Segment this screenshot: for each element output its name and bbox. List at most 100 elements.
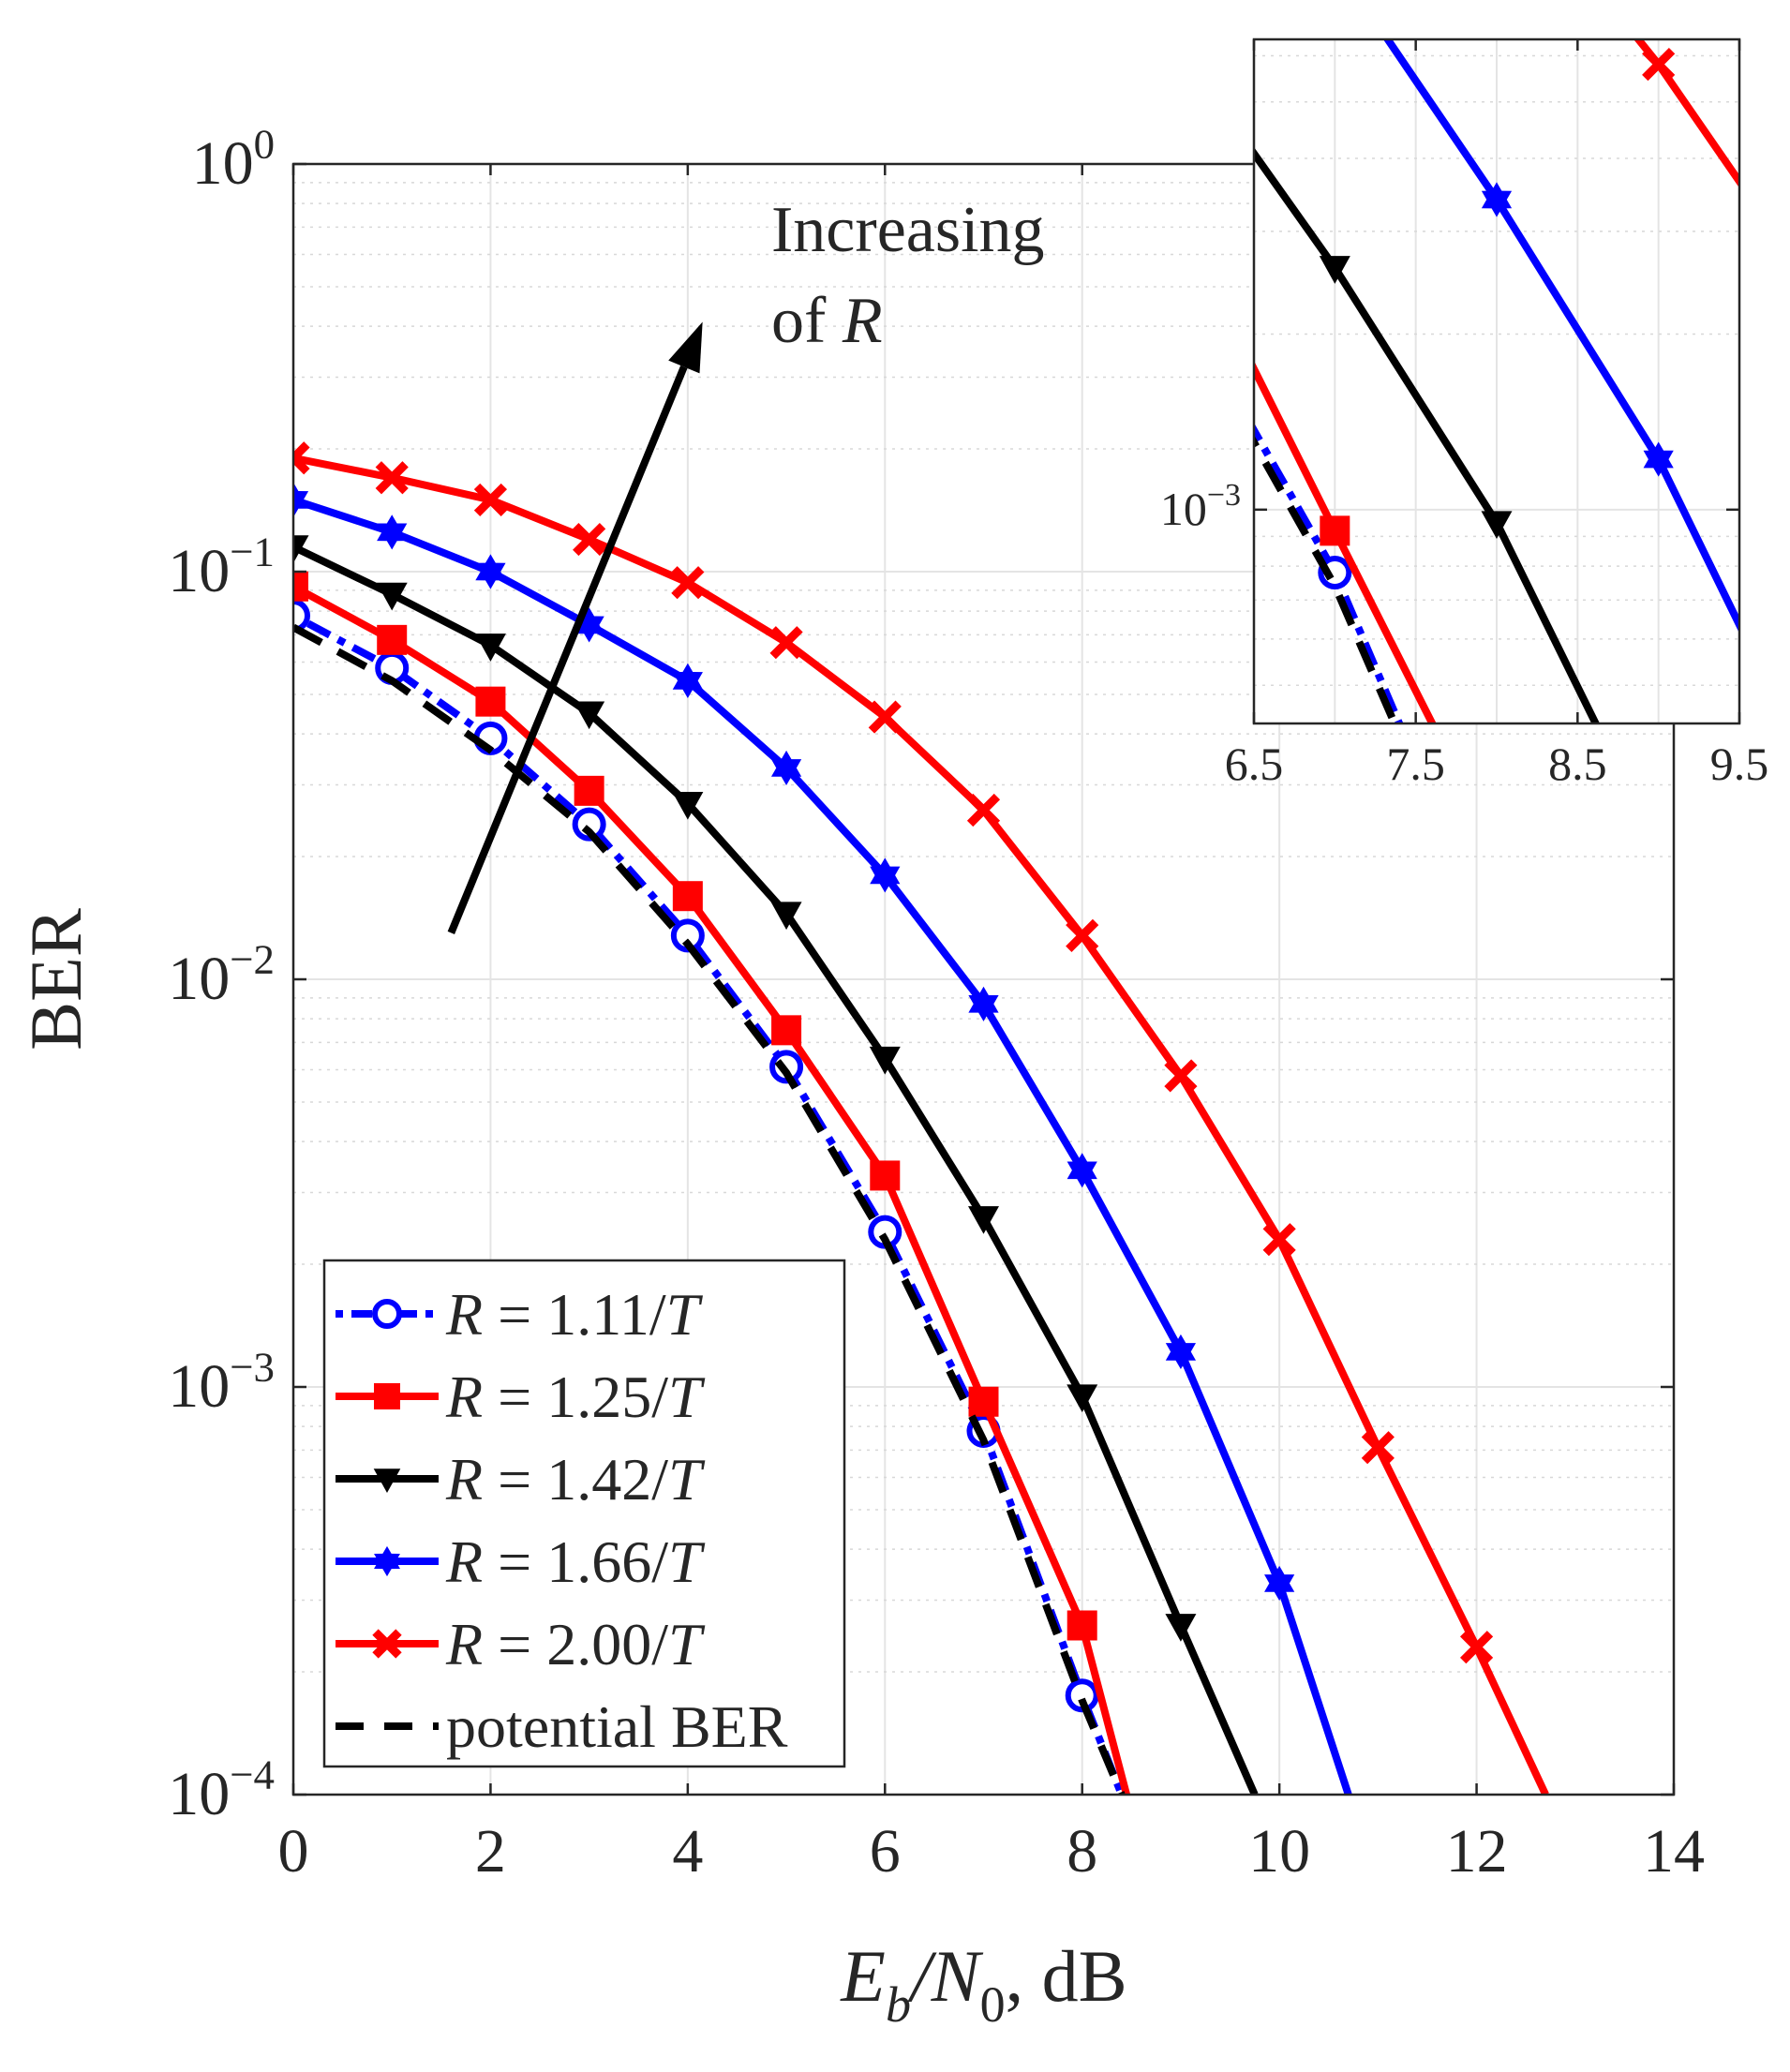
x-tick-label: 2 [475, 1817, 506, 1886]
y-tick-label: 10−2 [168, 935, 275, 1013]
data-point [293, 441, 310, 475]
data-point [377, 624, 408, 655]
series-4 [293, 441, 1549, 1795]
annotation: Increasing of R [447, 194, 1045, 934]
legend-marker [372, 1629, 402, 1659]
inset-data-point [1642, 48, 1676, 82]
data-point [1262, 1223, 1296, 1257]
inset-series-3 [1382, 39, 1739, 634]
inset-data-point [1481, 182, 1513, 217]
data-point [572, 807, 606, 842]
series-1 [293, 571, 1130, 1795]
legend-entry: potential BER [336, 1693, 788, 1760]
data-point [870, 857, 901, 893]
legend-marker [374, 1383, 400, 1409]
data-point [671, 566, 705, 600]
inset-data-point [1643, 441, 1674, 477]
y-ticks: 100 10−1 10−2 10−3 10−4 [168, 120, 1674, 1828]
inset-x-ticks: 6.5 7.5 8.5 9.5 [1225, 39, 1769, 790]
legend-entry: R = 2.00/T [336, 1611, 706, 1677]
data-point [377, 514, 408, 550]
legend-marker [373, 1468, 401, 1494]
x-tick-label: 10 [1248, 1817, 1310, 1886]
inset-data-point [1319, 256, 1350, 284]
inset-series-4 [1633, 39, 1739, 188]
annotation-arrowhead [668, 321, 703, 374]
series-line [293, 583, 1130, 1795]
data-point [966, 793, 1001, 827]
series-2 [293, 535, 1259, 1795]
inset-y-ticks: 10−3 [1160, 478, 1739, 535]
data-point [771, 1015, 802, 1046]
x-ticks: 0 2 4 6 8 10 12 14 [278, 164, 1705, 1886]
data-point [293, 535, 309, 563]
x-tick-label: 14 [1643, 1817, 1705, 1886]
series-3 [293, 482, 1352, 1795]
x-axis-label: Eb/N0, dB [840, 1935, 1126, 2033]
legend-label: R = 1.42/T [445, 1446, 706, 1513]
series-group [293, 441, 1549, 1795]
data-point [474, 634, 506, 662]
inset-series-1 [1254, 360, 1437, 723]
data-point [293, 482, 309, 517]
data-point [672, 663, 703, 699]
inset-y-tick-label: 10−3 [1160, 478, 1241, 535]
data-point [770, 750, 802, 786]
annotation-text-line1: Increasing [771, 194, 1045, 266]
data-point [1067, 1384, 1098, 1413]
data-point [574, 701, 605, 730]
series-5 [293, 623, 1126, 1795]
inset-grid [1254, 39, 1739, 723]
y-tick-label: 10−4 [168, 1751, 275, 1828]
series-line [293, 496, 1352, 1795]
legend-label: R = 1.11/T [445, 1281, 704, 1348]
legend-marker [374, 1545, 400, 1577]
data-point [475, 554, 506, 589]
x-tick-label: 12 [1446, 1817, 1508, 1886]
data-point [1066, 918, 1099, 952]
data-point [375, 461, 409, 495]
inset-data-point [1320, 515, 1350, 546]
inset-x-tick-label: 8.5 [1548, 738, 1607, 790]
data-point [968, 1206, 999, 1234]
data-point [1165, 1334, 1197, 1370]
y-tick-label: 10−3 [168, 1343, 275, 1421]
inset-axes-frame [1252, 37, 1741, 725]
series-line [293, 623, 1126, 1795]
x-tick-label: 0 [278, 1817, 309, 1886]
legend-marker [372, 1299, 402, 1329]
data-point [770, 902, 802, 931]
data-point [1361, 1431, 1395, 1465]
data-point [293, 571, 308, 602]
data-point [968, 1386, 999, 1417]
inset-x-tick-label: 9.5 [1710, 738, 1769, 790]
legend-entry: R = 1.66/T [336, 1528, 706, 1595]
series-line [293, 454, 1549, 1795]
legend-entry: R = 1.42/T [336, 1446, 706, 1513]
data-point [1264, 1565, 1295, 1602]
data-point [869, 1046, 901, 1075]
inset-x-tick-label: 6.5 [1225, 738, 1284, 790]
data-point [573, 522, 606, 557]
inset-data-point [1481, 511, 1513, 540]
y-tick-label: 10−1 [168, 528, 275, 605]
inset-x-tick-label: 7.5 [1386, 738, 1445, 790]
legend-label: R = 1.66/T [445, 1528, 706, 1595]
data-point [376, 582, 408, 611]
legend-label: R = 1.25/T [445, 1364, 706, 1430]
inset-series-line [1254, 146, 1601, 723]
annotation-arrow-shaft [447, 365, 688, 934]
legend-label: potential BER [446, 1693, 788, 1760]
inset-series-line [1254, 360, 1437, 723]
x-tick-label: 4 [672, 1817, 703, 1886]
data-point [1164, 1059, 1198, 1093]
legend-entry: R = 1.25/T [336, 1364, 706, 1430]
data-point [1459, 1631, 1494, 1664]
inset-series-line [1382, 39, 1739, 634]
x-tick-label: 6 [870, 1817, 901, 1886]
data-point [473, 483, 508, 516]
annotation-text-line2: of R [771, 285, 883, 357]
data-point [868, 700, 902, 734]
legend-entry: R = 1.11/T [336, 1281, 704, 1348]
